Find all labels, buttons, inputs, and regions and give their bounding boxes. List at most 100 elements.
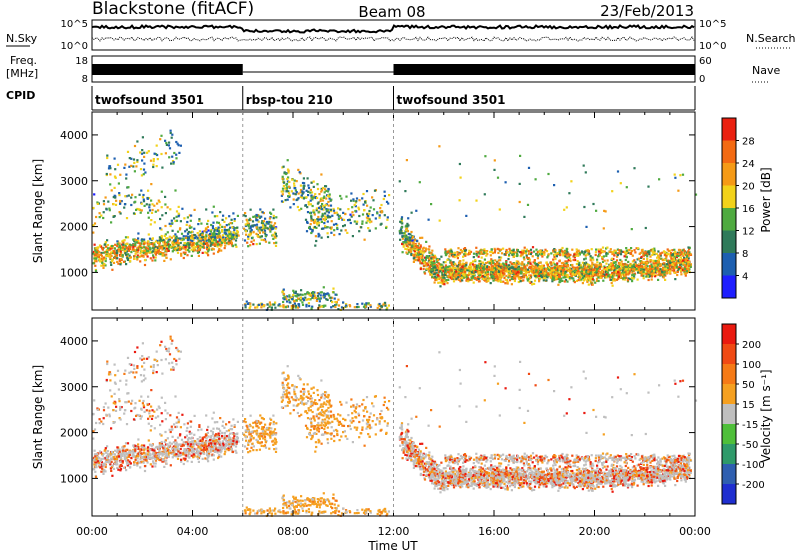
power-echo [257,235,259,237]
power-echo [248,234,250,236]
power-echo [445,266,447,268]
power-echo [144,250,146,252]
power-echo [208,239,210,241]
power-echo [209,233,211,235]
power-echo [578,279,580,281]
power-echo [327,236,329,238]
power-echo [246,242,248,244]
power-echo [366,190,368,192]
power-echo [540,267,542,269]
power-echo [534,262,536,264]
power-echo [184,252,186,254]
power-echo [361,220,363,222]
power-echo [307,211,309,213]
power-echo [302,298,304,300]
power-echo [288,181,290,183]
power-echo [307,191,309,193]
power-echo [164,140,166,142]
power-echo [134,201,136,203]
power-echo [275,242,277,244]
power-echo [318,235,320,237]
power-echo [120,212,122,214]
power-echo [521,263,523,265]
power-echo [507,282,509,284]
power-echo [260,306,262,308]
power-echo [288,299,290,301]
power-echo [549,275,551,277]
power-echo [308,203,310,205]
power-echo [151,212,153,214]
power-echo [226,224,228,226]
power-echo [676,266,678,268]
power-echo [262,231,264,233]
power-echo [481,271,483,273]
power-echo [259,243,261,245]
power-echo [379,214,381,216]
power-echo [284,187,286,189]
power-echo [116,240,118,242]
power-echo [516,265,518,267]
power-scatter [92,130,697,311]
power-echo [119,200,121,202]
power-echo [559,281,561,283]
power-echo [403,232,405,234]
power-echo [323,197,325,199]
power-echo [333,210,335,212]
power-echo [152,254,154,256]
power-echo [649,265,651,267]
power-echo [147,212,149,214]
power-echo [409,233,411,235]
power-echo [299,171,301,173]
power-echo [384,195,386,197]
power-echo [645,276,647,278]
power-echo [118,192,120,194]
power-echo [103,211,105,213]
power-echo [207,229,209,231]
power-echo [162,241,164,243]
power-echo [310,189,312,191]
power-echo [431,250,433,252]
power-echo [225,233,227,235]
power-echo [178,215,180,217]
power-echo [633,264,635,266]
power-echo [537,257,539,259]
power-echo [244,212,246,214]
power-echo [520,271,522,273]
power-echo [262,211,264,213]
power-echo [419,237,421,239]
power-echo [119,263,121,265]
power-echo [658,259,660,261]
power-echo [122,254,124,256]
power-echo [154,221,156,223]
power-echo [306,299,308,301]
power-echo [415,252,417,254]
power-echo [485,262,487,264]
power-echo [309,192,311,194]
power-echo [132,246,134,248]
power-echo [407,238,409,240]
power-echo [289,206,291,208]
power-echo [347,208,349,210]
cpid-segment-label: twofsound 3501 [95,93,204,107]
power-echo [503,271,505,273]
power-echo [411,245,413,247]
power-echo [597,274,599,276]
power-echo [187,237,189,239]
power-echo [523,258,525,260]
power-echo [154,153,156,155]
power-echo [456,251,458,253]
power-echo [141,174,143,176]
power-echo [222,215,224,217]
power-echo [514,272,516,274]
power-echo [206,223,208,225]
power-echo [503,264,505,266]
power-echo [669,262,671,264]
power-echo [631,272,633,274]
power-echo [344,213,346,215]
power-echo [254,215,256,217]
power-echo [337,299,339,301]
power-echo [221,242,223,244]
power-echo [422,259,424,261]
power-echo [102,217,104,219]
power-echo [318,293,320,295]
